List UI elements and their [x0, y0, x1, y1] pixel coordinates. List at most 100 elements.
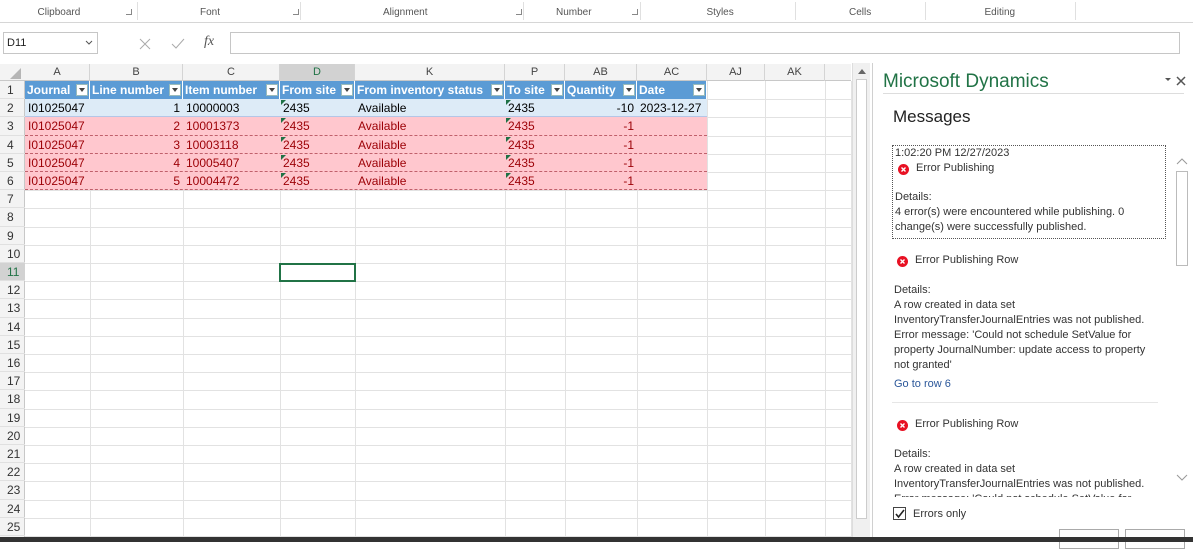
pane-scrollbar[interactable] [1174, 149, 1190, 494]
filter-dropdown[interactable] [169, 84, 181, 96]
column-header[interactable]: AB [565, 64, 637, 81]
column-header[interactable]: D [280, 64, 355, 81]
column-header[interactable]: AJ [707, 64, 765, 81]
table-cell[interactable]: 3 [173, 137, 180, 152]
errors-only-checkbox[interactable] [893, 507, 906, 520]
table-cell[interactable]: -1 [623, 137, 634, 152]
table-cell[interactable]: Available [358, 119, 407, 134]
row-header[interactable]: 7 [0, 190, 25, 209]
selected-cell[interactable] [279, 263, 356, 283]
dialog-launcher[interactable] [632, 9, 638, 15]
table-cell[interactable] [637, 154, 707, 172]
dialog-launcher[interactable] [516, 9, 522, 15]
row-header[interactable]: 4 [0, 136, 25, 154]
row-header[interactable]: 21 [0, 445, 25, 464]
table-cell[interactable]: 10005407 [186, 155, 240, 170]
filter-dropdown[interactable] [693, 84, 705, 96]
message[interactable]: Error Publishing Row Details: A row create… [892, 247, 1158, 403]
table-cell[interactable]: 2 [173, 119, 180, 134]
row-header[interactable]: 13 [0, 299, 25, 318]
column-header[interactable]: B [90, 64, 183, 81]
table-cell[interactable]: I01025047 [28, 174, 85, 188]
table-cell[interactable]: Available [358, 155, 407, 170]
select-all[interactable] [10, 68, 21, 79]
table-cell[interactable]: I01025047 [28, 119, 85, 134]
row-header[interactable]: 1 [0, 81, 25, 100]
table-cell[interactable]: 10004472 [186, 174, 240, 188]
row-header[interactable]: 6 [0, 172, 25, 191]
table-cell[interactable]: 2435 [508, 101, 535, 116]
row-header[interactable]: 23 [0, 481, 25, 500]
table-cell[interactable]: -10 [616, 101, 634, 116]
table-cell[interactable]: 2435 [508, 137, 535, 152]
filter-dropdown[interactable] [491, 84, 503, 96]
table-cell[interactable]: 10003118 [186, 137, 239, 152]
row-header[interactable]: 10 [0, 245, 25, 263]
filter-dropdown[interactable] [623, 84, 635, 96]
table-cell[interactable]: -1 [623, 155, 634, 170]
dialog-launcher[interactable] [126, 9, 132, 15]
row-header[interactable]: 16 [0, 354, 25, 373]
table-cell[interactable]: 10001373 [186, 119, 240, 134]
table-cell[interactable]: Available [358, 174, 407, 188]
table-cell[interactable]: 2435 [283, 119, 310, 134]
row-header[interactable]: 15 [0, 336, 25, 354]
table-cell[interactable]: 4 [173, 155, 180, 170]
table-cell[interactable] [637, 117, 707, 135]
row-header[interactable]: 14 [0, 318, 25, 336]
table-cell[interactable]: 2435 [283, 155, 310, 170]
name-box[interactable]: D11 [3, 32, 98, 54]
column-header[interactable]: AK [765, 64, 825, 81]
row-header[interactable]: 9 [0, 227, 25, 245]
column-header[interactable]: AC [637, 64, 707, 81]
row-header[interactable]: 8 [0, 208, 25, 227]
enter-icon[interactable] [170, 36, 186, 52]
column-header[interactable]: C [183, 64, 280, 81]
table-cell[interactable]: -1 [623, 174, 634, 188]
table-cell[interactable]: 2435 [508, 155, 535, 170]
row-header[interactable]: 25 [0, 518, 25, 536]
table-cell[interactable] [637, 172, 707, 190]
go-to-row-link[interactable]: Go to row 6 [894, 378, 951, 390]
dialog-launcher[interactable] [293, 9, 299, 15]
table-cell[interactable]: 2023-12-27 [640, 101, 702, 116]
pane-controls[interactable] [1163, 75, 1191, 87]
filter-dropdown[interactable] [341, 84, 353, 96]
table-cell[interactable]: 2435 [508, 119, 535, 134]
table-cell[interactable]: -1 [623, 119, 634, 134]
row-header[interactable]: 17 [0, 372, 25, 391]
row-header[interactable]: 3 [0, 117, 25, 136]
column-header[interactable]: K [355, 64, 505, 81]
row-header[interactable]: 22 [0, 463, 25, 482]
table-cell[interactable]: 5 [173, 174, 180, 188]
row-header[interactable]: 5 [0, 154, 25, 172]
column-header[interactable]: A [25, 64, 90, 81]
table-cell[interactable]: I01025047 [28, 155, 85, 170]
table-cell[interactable]: 2435 [283, 137, 310, 152]
row-header[interactable]: 12 [0, 281, 25, 300]
cancel-icon[interactable] [137, 36, 153, 52]
row-header[interactable]: 2 [0, 99, 25, 118]
row-header[interactable]: 20 [0, 427, 25, 445]
table-cell[interactable] [637, 136, 707, 154]
table-cell[interactable]: 10000003 [186, 101, 240, 116]
table-cell[interactable]: 2435 [283, 174, 310, 188]
formula-input[interactable] [230, 32, 1180, 54]
name-box-arrow[interactable] [85, 40, 93, 46]
message[interactable]: 1:02:20 PM 12/27/2023 Error Publishing Det… [892, 145, 1166, 239]
table-cell[interactable]: Available [358, 101, 407, 116]
table-cell[interactable]: I01025047 [28, 137, 85, 152]
table-cell[interactable]: 2435 [508, 174, 535, 188]
filter-dropdown[interactable] [76, 84, 88, 96]
column-header[interactable]: P [505, 64, 565, 81]
row-header[interactable]: 19 [0, 409, 25, 427]
table-cell[interactable]: 2435 [283, 101, 310, 116]
row-header[interactable]: 18 [0, 390, 25, 409]
vertical-scrollbar[interactable] [852, 63, 870, 538]
table-cell[interactable]: 1 [173, 101, 180, 116]
message[interactable]: Error Publishing Row Details: A row create… [892, 411, 1158, 497]
filter-dropdown[interactable] [266, 84, 278, 96]
filter-dropdown[interactable] [551, 84, 563, 96]
table-cell[interactable]: I01025047 [28, 101, 85, 116]
table-cell[interactable]: Available [358, 137, 407, 152]
